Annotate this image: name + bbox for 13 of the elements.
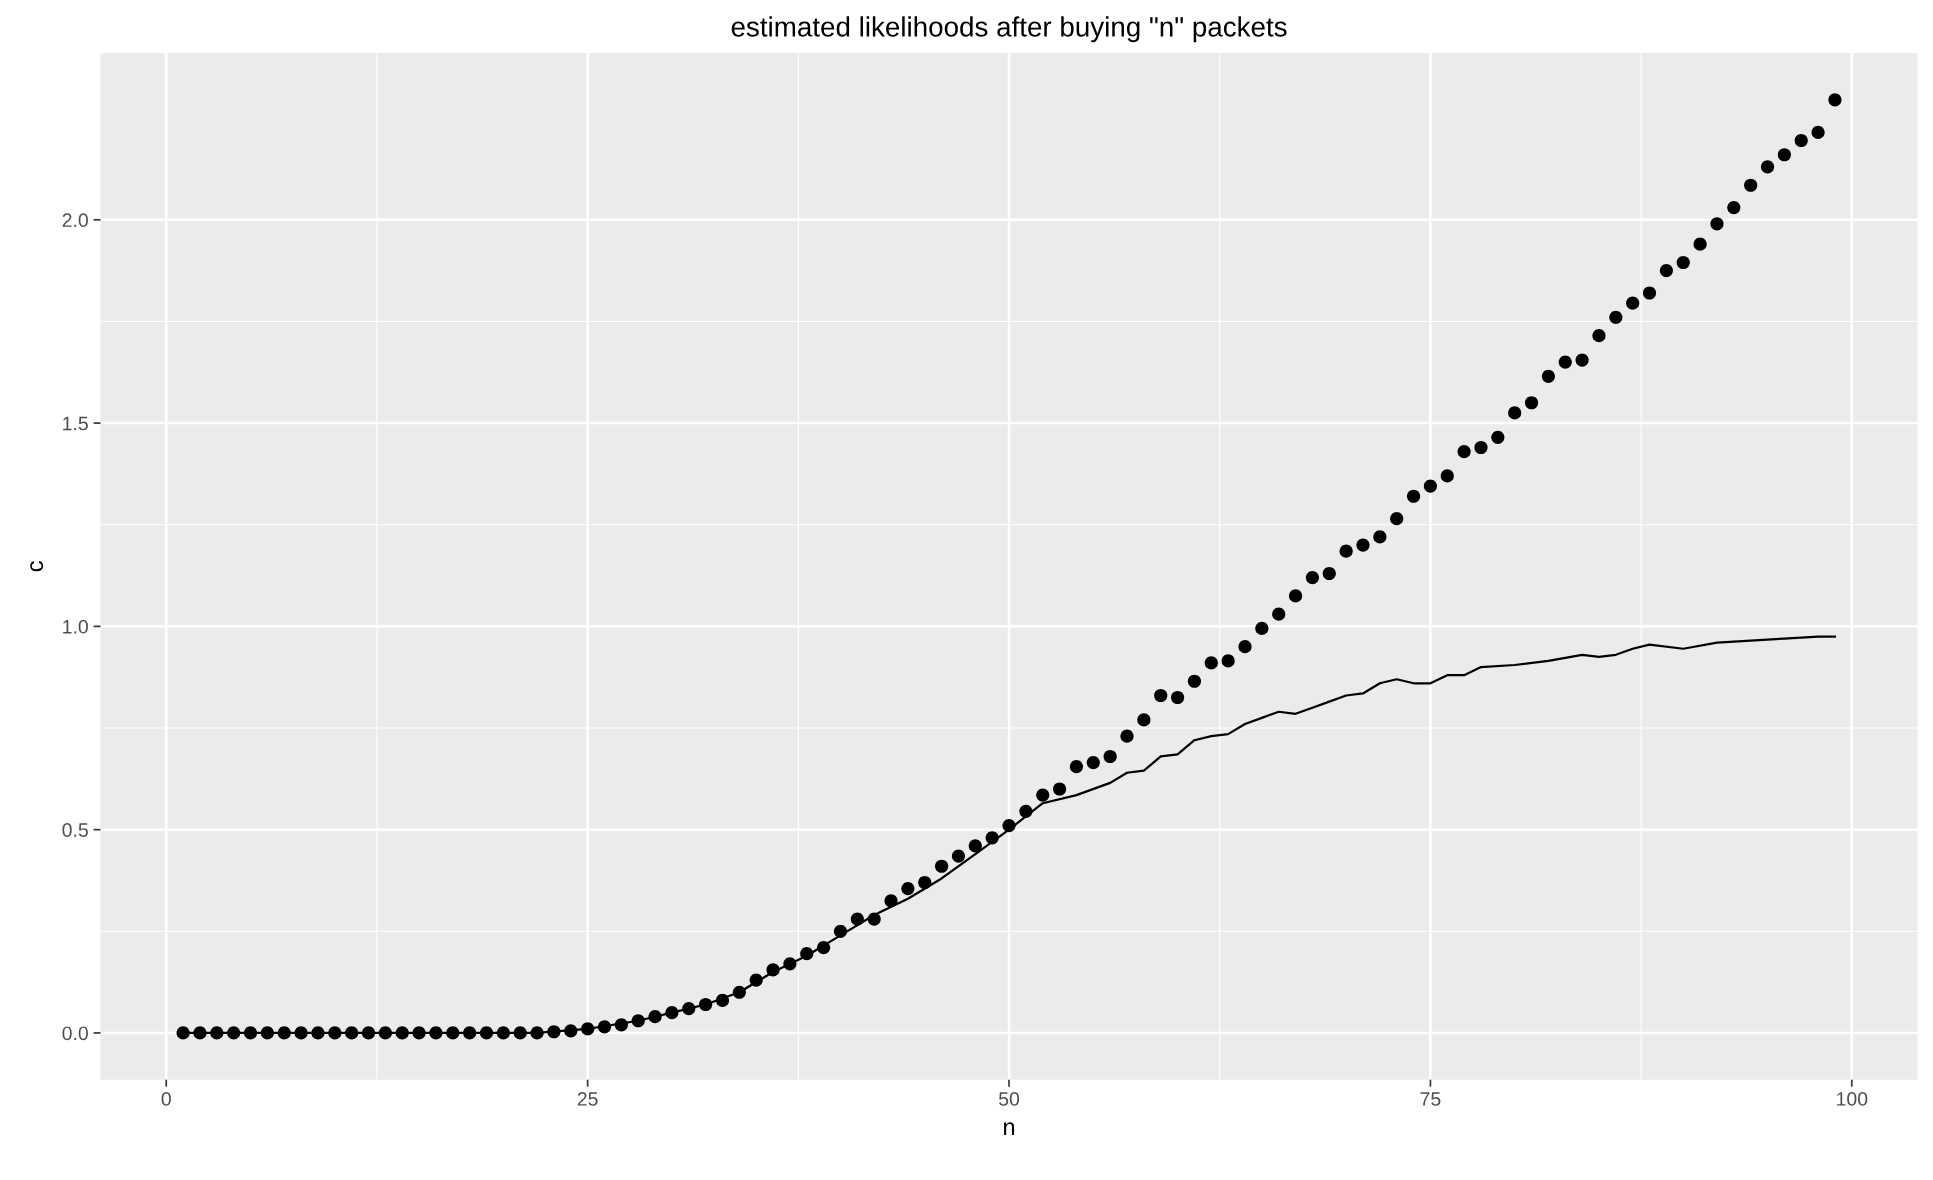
- x-axis-title: n: [1004, 1122, 1015, 1136]
- y-axis-title: c: [30, 561, 44, 572]
- x-tick-label: 25: [577, 1092, 598, 1106]
- x-tick-label: 100: [1837, 1092, 1868, 1106]
- y-tick-label: 1.0: [63, 619, 88, 634]
- x-tick-label: 50: [998, 1092, 1020, 1106]
- chart-title: estimated likelihoods after buying "n" packets: [731, 16, 1287, 43]
- y-tick-label: 2.0: [62, 213, 88, 228]
- y-tick-label: 0.0: [62, 1026, 88, 1041]
- y-tick-label: 0.5: [62, 823, 88, 837]
- x-tick-label: 75: [1420, 1092, 1441, 1106]
- y-tick-label: 1.5: [63, 416, 88, 431]
- x-tick-label: 0: [161, 1092, 171, 1106]
